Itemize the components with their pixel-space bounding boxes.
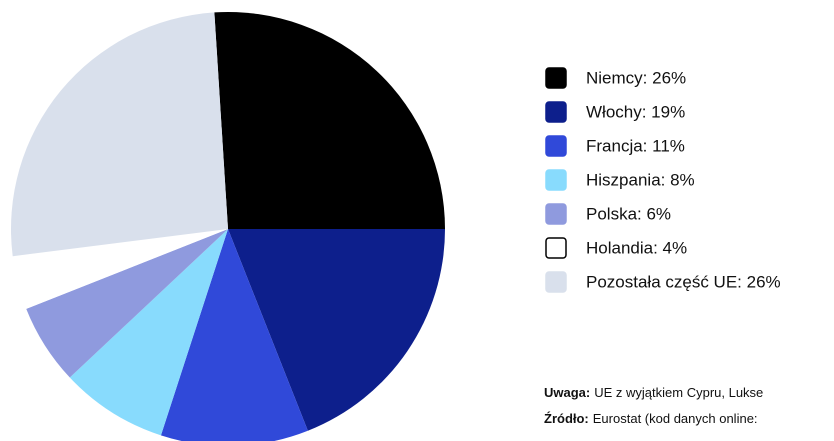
pie-slice: [214, 12, 445, 229]
note-text: UE z wyjątkiem Cypru, Lukse: [594, 385, 763, 400]
legend: Niemcy: 26% Włochy: 19% Francja: 11% Hiszpa…: [545, 67, 781, 293]
legend-swatch: [545, 101, 567, 123]
pie-slice: [69, 229, 228, 436]
pie-slice: [26, 229, 229, 378]
note-text: Eurostat (kod danych online:: [593, 411, 758, 426]
legend-label: Holandia: 4%: [586, 238, 687, 257]
note: Źródło: Eurostat (kod danych online:: [544, 411, 758, 426]
legend-label: Pozostała część UE: 26%: [586, 272, 781, 291]
pie: [10, 12, 445, 441]
legend-label: Polska: 6%: [586, 204, 671, 223]
legend-swatch: [545, 271, 567, 293]
legend-label: Niemcy: 26%: [586, 68, 686, 87]
legend-swatch: [545, 67, 567, 89]
note: Uwaga: UE z wyjątkiem Cypru, Lukse: [544, 385, 763, 400]
legend-swatch: [545, 135, 567, 157]
legend-swatch: [545, 203, 567, 225]
legend-label: Hiszpania: 8%: [586, 170, 695, 189]
pie-slice: [228, 229, 445, 431]
legend-swatch: [545, 169, 567, 191]
pie-slice: [12, 229, 229, 309]
note-label: Uwaga:: [544, 385, 590, 400]
pie-slice: [10, 12, 228, 257]
legend-swatch: [545, 237, 567, 259]
pie-slice: [160, 229, 308, 441]
legend-label: Włochy: 19%: [586, 102, 685, 121]
notes: Uwaga: UE z wyjątkiem Cypru, Lukse Źródło:…: [544, 385, 763, 426]
note-label: Źródło:: [544, 411, 589, 426]
legend-label: Francja: 11%: [586, 136, 685, 155]
